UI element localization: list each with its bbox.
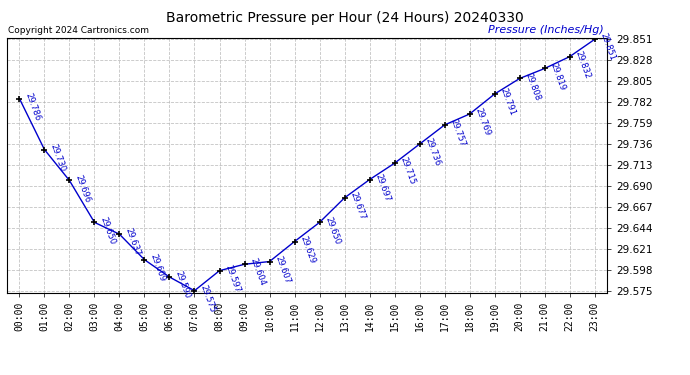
Text: Copyright 2024 Cartronics.com: Copyright 2024 Cartronics.com xyxy=(8,26,149,35)
Text: 29.736: 29.736 xyxy=(424,137,442,167)
Text: 29.677: 29.677 xyxy=(348,190,367,221)
Text: 29.696: 29.696 xyxy=(74,173,92,204)
Text: 29.769: 29.769 xyxy=(474,107,492,137)
Text: 29.597: 29.597 xyxy=(224,263,242,294)
Text: 29.730: 29.730 xyxy=(48,142,67,173)
Text: 29.819: 29.819 xyxy=(549,61,567,92)
Text: 29.590: 29.590 xyxy=(174,270,192,300)
Text: 29.791: 29.791 xyxy=(499,87,518,117)
Text: 29.604: 29.604 xyxy=(248,257,267,287)
Text: Pressure (Inches/Hg): Pressure (Inches/Hg) xyxy=(489,25,604,35)
Text: 29.757: 29.757 xyxy=(448,118,467,148)
Text: 29.715: 29.715 xyxy=(399,156,417,186)
Text: 29.650: 29.650 xyxy=(99,215,117,246)
Text: 29.786: 29.786 xyxy=(23,91,42,122)
Text: 29.609: 29.609 xyxy=(148,252,167,283)
Text: 29.629: 29.629 xyxy=(299,234,317,265)
Text: 29.851: 29.851 xyxy=(599,32,618,62)
Text: 29.808: 29.808 xyxy=(524,71,542,102)
Text: 29.697: 29.697 xyxy=(374,172,392,203)
Text: 29.607: 29.607 xyxy=(274,254,292,285)
Text: 29.832: 29.832 xyxy=(574,50,592,80)
Text: 29.637: 29.637 xyxy=(124,227,142,258)
Text: 29.650: 29.650 xyxy=(324,215,342,246)
Text: Barometric Pressure per Hour (24 Hours) 20240330: Barometric Pressure per Hour (24 Hours) … xyxy=(166,11,524,25)
Text: 29.575: 29.575 xyxy=(199,284,217,314)
